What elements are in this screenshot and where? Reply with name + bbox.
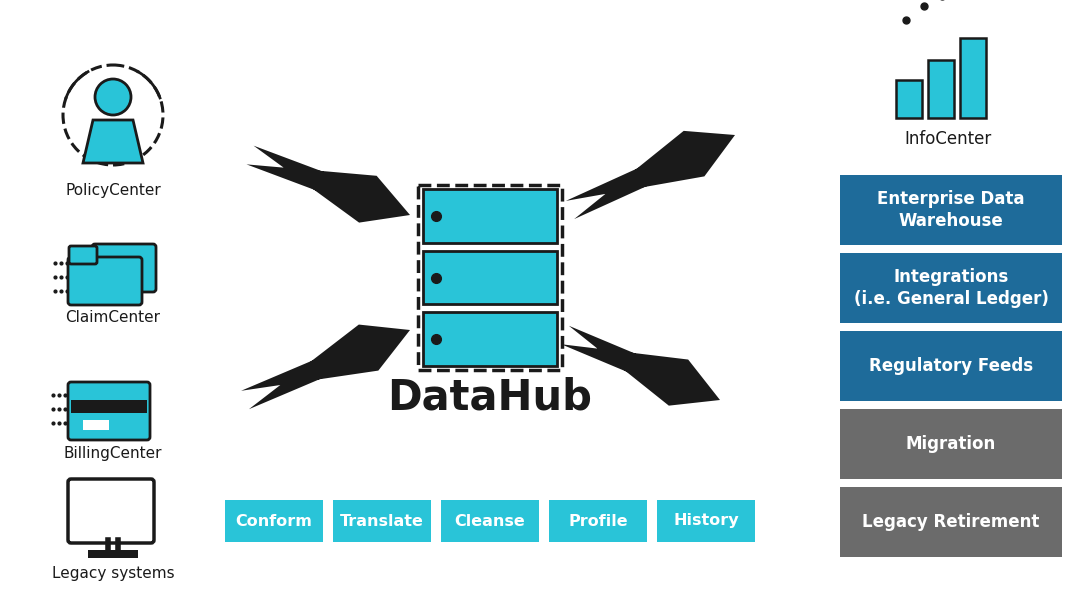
Polygon shape xyxy=(562,326,720,406)
Text: Integrations
(i.e. General Ledger): Integrations (i.e. General Ledger) xyxy=(853,268,1049,308)
Bar xyxy=(840,253,1062,323)
Polygon shape xyxy=(246,146,410,223)
Bar xyxy=(840,331,1062,401)
Bar xyxy=(928,60,954,118)
Text: Legacy systems: Legacy systems xyxy=(52,566,174,581)
Text: PolicyCenter: PolicyCenter xyxy=(65,183,161,198)
Bar xyxy=(225,500,323,542)
Polygon shape xyxy=(83,120,143,163)
Bar xyxy=(657,500,755,542)
FancyBboxPatch shape xyxy=(69,246,97,264)
Bar xyxy=(423,251,557,304)
Text: DataHub: DataHub xyxy=(388,377,593,419)
Polygon shape xyxy=(566,131,735,219)
Text: Regulatory Feeds: Regulatory Feeds xyxy=(869,357,1034,375)
FancyBboxPatch shape xyxy=(68,257,141,305)
Bar xyxy=(549,500,647,542)
Bar xyxy=(83,420,109,430)
Text: Conform: Conform xyxy=(235,514,312,528)
Text: Profile: Profile xyxy=(568,514,627,528)
Text: InfoCenter: InfoCenter xyxy=(904,130,991,148)
Text: ClaimCenter: ClaimCenter xyxy=(66,310,161,325)
Bar xyxy=(418,185,562,370)
FancyBboxPatch shape xyxy=(92,244,156,292)
Text: Migration: Migration xyxy=(906,435,996,453)
Text: Cleanse: Cleanse xyxy=(455,514,525,528)
Bar xyxy=(960,38,986,118)
Bar xyxy=(87,550,138,558)
Bar xyxy=(840,487,1062,557)
Text: BillingCenter: BillingCenter xyxy=(64,446,162,461)
Bar xyxy=(441,500,539,542)
FancyBboxPatch shape xyxy=(68,382,150,440)
Bar xyxy=(423,189,557,243)
Bar xyxy=(423,312,557,366)
Text: Translate: Translate xyxy=(340,514,424,528)
Bar xyxy=(840,175,1062,245)
Text: History: History xyxy=(673,514,739,528)
Circle shape xyxy=(95,79,131,115)
Bar xyxy=(840,409,1062,479)
Text: Enterprise Data
Warehouse: Enterprise Data Warehouse xyxy=(877,190,1025,230)
Text: Legacy Retirement: Legacy Retirement xyxy=(862,513,1040,531)
Polygon shape xyxy=(241,325,410,409)
Bar xyxy=(896,80,922,118)
Bar xyxy=(71,400,147,413)
FancyBboxPatch shape xyxy=(68,479,154,543)
Bar xyxy=(333,500,431,542)
